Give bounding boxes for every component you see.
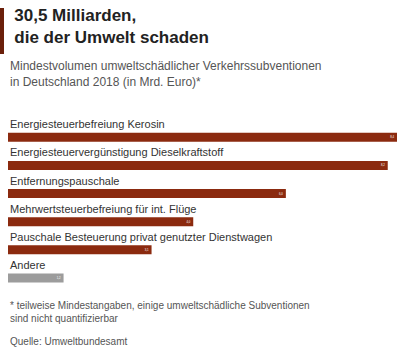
- svg-text:Entfernungspauschale: Entfernungspauschale: [10, 175, 119, 187]
- svg-text:6,0: 6,0: [279, 192, 283, 196]
- svg-text:Pauschale Besteuerung privat g: Pauschale Besteuerung privat genutzter D…: [10, 231, 272, 243]
- svg-text:3,1: 3,1: [145, 248, 149, 252]
- svg-text:Quelle: Umweltbundesamt: Quelle: Umweltbundesamt: [10, 336, 127, 347]
- svg-text:4,0: 4,0: [186, 220, 190, 224]
- svg-text:8,2: 8,2: [381, 163, 385, 167]
- svg-text:Andere: Andere: [10, 259, 45, 271]
- svg-text:* teilweise Mindestangaben, ei: * teilweise Mindestangaben, einige umwel…: [10, 300, 310, 324]
- svg-text:Energiesteuerbefreiung Kerosin: Energiesteuerbefreiung Kerosin: [10, 118, 165, 130]
- svg-text:1,2: 1,2: [57, 276, 61, 280]
- svg-text:8,4: 8,4: [390, 135, 394, 139]
- svg-text:Mehrwertsteuerbefreiung für in: Mehrwertsteuerbefreiung für int. Flüge: [10, 203, 196, 215]
- svg-text:30,5 Milliarden,die der Umwelt: 30,5 Milliarden,die der Umwelt schaden: [14, 6, 209, 47]
- svg-text:Mindestvolumen umweltschädlich: Mindestvolumen umweltschädlicher Verkehr…: [10, 59, 322, 89]
- svg-text:Energiesteuervergünstigung Die: Energiesteuervergünstigung Dieselkraftst…: [10, 146, 224, 158]
